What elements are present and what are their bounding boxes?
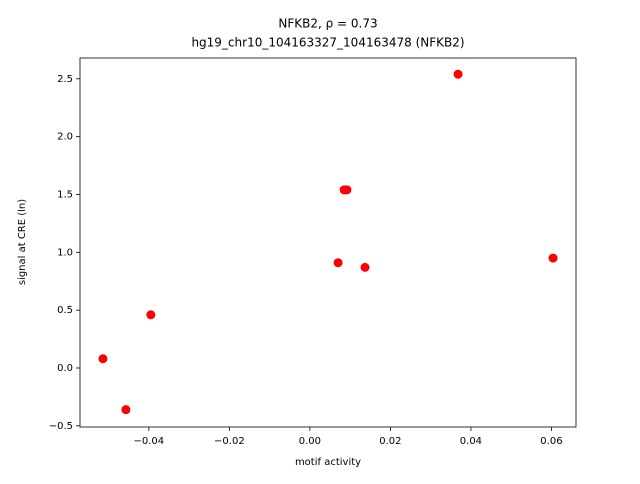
y-tick-label: 2.5 (57, 74, 73, 85)
chart-subtitle: hg19_chr10_104163327_104163478 (NFKB2) (191, 36, 464, 50)
y-axis-label: signal at CRE (ln) (17, 199, 28, 285)
y-tick-label: 1.0 (57, 247, 73, 258)
y-tick-label: 2.0 (57, 132, 73, 143)
x-axis-label: motif activity (295, 457, 361, 468)
point (146, 310, 156, 320)
point (453, 69, 463, 79)
point (360, 262, 370, 272)
point (98, 354, 108, 364)
y-tick-label: 0.5 (57, 305, 73, 316)
x-tick-label: 0.00 (299, 436, 321, 447)
x-tick-label: 0.02 (379, 436, 401, 447)
point (342, 185, 352, 195)
x-tick-label: −0.04 (134, 436, 165, 447)
y-tick-label: 1.5 (57, 189, 73, 200)
point (121, 405, 131, 415)
y-tick-label: 0.0 (57, 363, 73, 374)
x-tick-label: 0.04 (460, 436, 482, 447)
y-tick-label: −0.5 (49, 421, 73, 432)
axes-frame (79, 57, 577, 428)
point (333, 258, 343, 268)
chart-title: NFKB2, ρ = 0.73 (278, 17, 377, 31)
x-tick-label: −0.02 (214, 436, 245, 447)
point (548, 253, 558, 263)
x-tick-label: 0.06 (540, 436, 562, 447)
